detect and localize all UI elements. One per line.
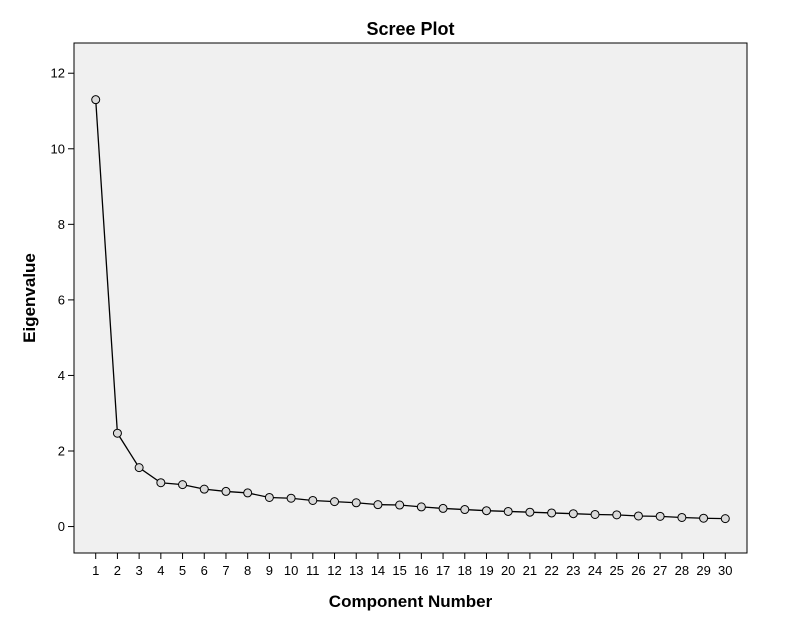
data-point [351,498,361,508]
x-tick-label: 18 [458,563,472,578]
y-tick-label: 10 [51,141,65,156]
x-tick-label: 3 [136,563,143,578]
x-tick-label: 11 [306,563,320,578]
x-tick-label: 26 [631,563,645,578]
x-tick-label: 2 [114,563,121,578]
data-point [655,511,665,521]
data-point [547,508,557,518]
x-tick-label: 6 [201,563,208,578]
data-point [438,503,448,513]
data-point [330,497,340,507]
data-point [460,505,470,515]
data-point [568,509,578,519]
x-tick-label: 19 [479,563,493,578]
x-axis: 1 2 3 4 5 6 7 8 9 10 11 12 13 14 15 16 17 18 19 20 21 22 23 24 2… [92,553,733,578]
x-tick-label: 12 [327,563,341,578]
x-tick-label: 9 [266,563,273,578]
data-point [699,513,709,523]
data-point [395,500,405,510]
y-tick-label: 0 [58,519,65,534]
x-tick-label: 22 [544,563,558,578]
x-tick-label: 16 [414,563,428,578]
x-tick-label: 5 [179,563,186,578]
y-tick-label: 4 [58,368,65,383]
data-point [134,463,144,473]
x-tick-label: 27 [653,563,667,578]
data-point [677,512,687,522]
x-tick-label: 20 [501,563,515,578]
data-point [308,495,318,505]
data-point [633,511,643,521]
data-point [243,488,253,498]
y-tick-label: 12 [51,66,65,81]
x-tick-label: 25 [610,563,624,578]
data-point [503,506,513,516]
data-point [720,514,730,524]
data-point [525,507,535,517]
x-tick-label: 29 [696,563,710,578]
y-axis-label: Eigenvalue [20,253,39,343]
data-point [612,510,622,520]
x-tick-label: 15 [392,563,406,578]
data-point [264,492,274,502]
x-tick-label: 28 [675,563,689,578]
y-tick-label: 6 [58,292,65,307]
data-point [221,486,231,496]
data-point [286,493,296,503]
chart-title: Scree Plot [366,19,454,39]
x-tick-label: 24 [588,563,602,578]
x-tick-label: 30 [718,563,732,578]
data-point [91,95,101,105]
x-tick-label: 10 [284,563,298,578]
data-point [156,478,166,488]
x-tick-label: 13 [349,563,363,578]
x-tick-label: 23 [566,563,580,578]
data-point [481,506,491,516]
data-point [178,480,188,490]
y-tick-label: 8 [58,217,65,232]
data-point [416,502,426,512]
x-axis-label: Component Number [329,592,493,611]
x-tick-label: 7 [222,563,229,578]
data-point [590,509,600,519]
x-tick-label: 21 [523,563,537,578]
eigenvalue-points [91,95,730,524]
x-tick-label: 4 [157,563,164,578]
data-point [373,500,383,510]
x-tick-label: 14 [371,563,385,578]
x-tick-label: 17 [436,563,450,578]
plot-area [73,42,748,554]
y-tick-label: 2 [58,444,65,459]
data-point [199,484,209,494]
data-point [112,428,122,438]
x-tick-label: 1 [92,563,99,578]
x-tick-label: 8 [244,563,251,578]
y-axis: 0 2 4 6 8 10 12 [51,66,74,534]
